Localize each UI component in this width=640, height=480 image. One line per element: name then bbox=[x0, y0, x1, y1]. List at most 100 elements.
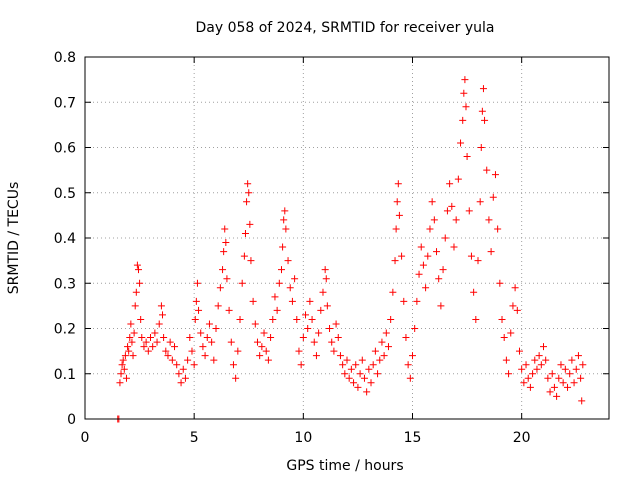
data-point bbox=[245, 189, 253, 197]
plot-frame bbox=[84, 56, 610, 420]
data-point bbox=[548, 370, 556, 378]
data-point bbox=[415, 270, 423, 278]
data-point bbox=[354, 383, 362, 391]
y-tick-label: 0.2 bbox=[54, 322, 76, 338]
data-point bbox=[376, 356, 384, 364]
x-tick-label: 20 bbox=[513, 430, 531, 446]
data-point bbox=[136, 279, 144, 287]
data-point bbox=[201, 352, 209, 360]
data-point bbox=[365, 365, 373, 373]
data-point bbox=[371, 347, 379, 355]
data-point bbox=[273, 306, 281, 314]
data-point bbox=[191, 315, 199, 323]
data-point bbox=[159, 311, 167, 319]
data-point bbox=[369, 361, 377, 369]
data-point bbox=[221, 225, 229, 233]
data-point bbox=[258, 343, 266, 351]
data-point bbox=[295, 347, 303, 355]
data-point bbox=[393, 198, 401, 206]
data-point bbox=[229, 361, 237, 369]
data-point bbox=[566, 370, 574, 378]
data-point bbox=[500, 334, 508, 342]
data-point bbox=[428, 198, 436, 206]
data-point bbox=[553, 392, 561, 400]
x-tick-labels: 0 5 10 15 20 bbox=[81, 430, 531, 446]
data-point bbox=[404, 361, 412, 369]
data-point bbox=[160, 334, 168, 342]
data-point bbox=[278, 266, 285, 274]
data-point bbox=[489, 193, 497, 201]
data-point bbox=[166, 338, 174, 346]
data-point bbox=[192, 297, 200, 305]
data-point bbox=[249, 297, 257, 305]
data-point bbox=[238, 279, 246, 287]
data-point bbox=[477, 144, 485, 151]
data-point bbox=[409, 352, 416, 360]
data-point bbox=[271, 293, 279, 301]
y-tick-label: 0.8 bbox=[54, 50, 76, 66]
data-point bbox=[149, 343, 157, 351]
data-point bbox=[474, 257, 482, 265]
data-point bbox=[550, 383, 558, 391]
data-point bbox=[281, 207, 289, 215]
data-point bbox=[347, 365, 355, 373]
data-point bbox=[288, 297, 296, 305]
data-point bbox=[561, 365, 569, 373]
data-point bbox=[171, 343, 179, 351]
data-point bbox=[275, 279, 283, 287]
data-point bbox=[502, 356, 510, 364]
x-axis-label: GPS time / hours bbox=[286, 458, 403, 474]
data-point bbox=[137, 315, 145, 323]
data-point bbox=[535, 352, 543, 360]
data-point bbox=[526, 383, 534, 391]
data-point bbox=[472, 315, 480, 323]
x-tick-label: 10 bbox=[294, 430, 312, 446]
data-point bbox=[267, 334, 275, 342]
data-point bbox=[380, 352, 388, 360]
data-point bbox=[394, 180, 402, 188]
data-point bbox=[251, 320, 259, 328]
data-point bbox=[240, 252, 248, 260]
data-point bbox=[511, 284, 519, 292]
data-point bbox=[243, 198, 251, 206]
data-point bbox=[531, 356, 539, 364]
data-point bbox=[392, 225, 400, 233]
grid-lines bbox=[85, 57, 609, 419]
data-point bbox=[124, 343, 132, 351]
data-point bbox=[119, 356, 127, 364]
data-point bbox=[439, 266, 447, 274]
data-point bbox=[134, 266, 142, 274]
y-tick-label: 0.4 bbox=[54, 231, 76, 247]
data-point bbox=[334, 334, 342, 342]
data-point bbox=[352, 361, 360, 369]
data-point bbox=[435, 275, 443, 283]
axis-ticks bbox=[84, 56, 609, 420]
data-point bbox=[448, 202, 456, 210]
data-point bbox=[130, 329, 138, 337]
data-point bbox=[382, 329, 390, 337]
data-point bbox=[181, 374, 189, 382]
data-point bbox=[395, 211, 403, 219]
data-point bbox=[557, 361, 565, 369]
data-point bbox=[175, 370, 183, 378]
data-point bbox=[199, 343, 207, 351]
data-point bbox=[518, 365, 526, 373]
data-point bbox=[282, 225, 290, 233]
data-point bbox=[140, 343, 148, 351]
data-point bbox=[244, 180, 252, 188]
data-point bbox=[374, 370, 382, 378]
data-point bbox=[144, 347, 152, 355]
data-point bbox=[479, 85, 487, 93]
data-point bbox=[505, 370, 513, 378]
data-point bbox=[280, 216, 288, 224]
data-point bbox=[223, 275, 231, 283]
data-point bbox=[426, 225, 434, 233]
x-tick-label: 0 bbox=[81, 430, 90, 446]
data-point bbox=[572, 365, 580, 373]
data-point bbox=[190, 361, 198, 369]
data-point bbox=[293, 315, 301, 323]
y-tick-label: 0.5 bbox=[54, 186, 76, 202]
data-point bbox=[461, 76, 469, 84]
data-point bbox=[524, 374, 532, 382]
